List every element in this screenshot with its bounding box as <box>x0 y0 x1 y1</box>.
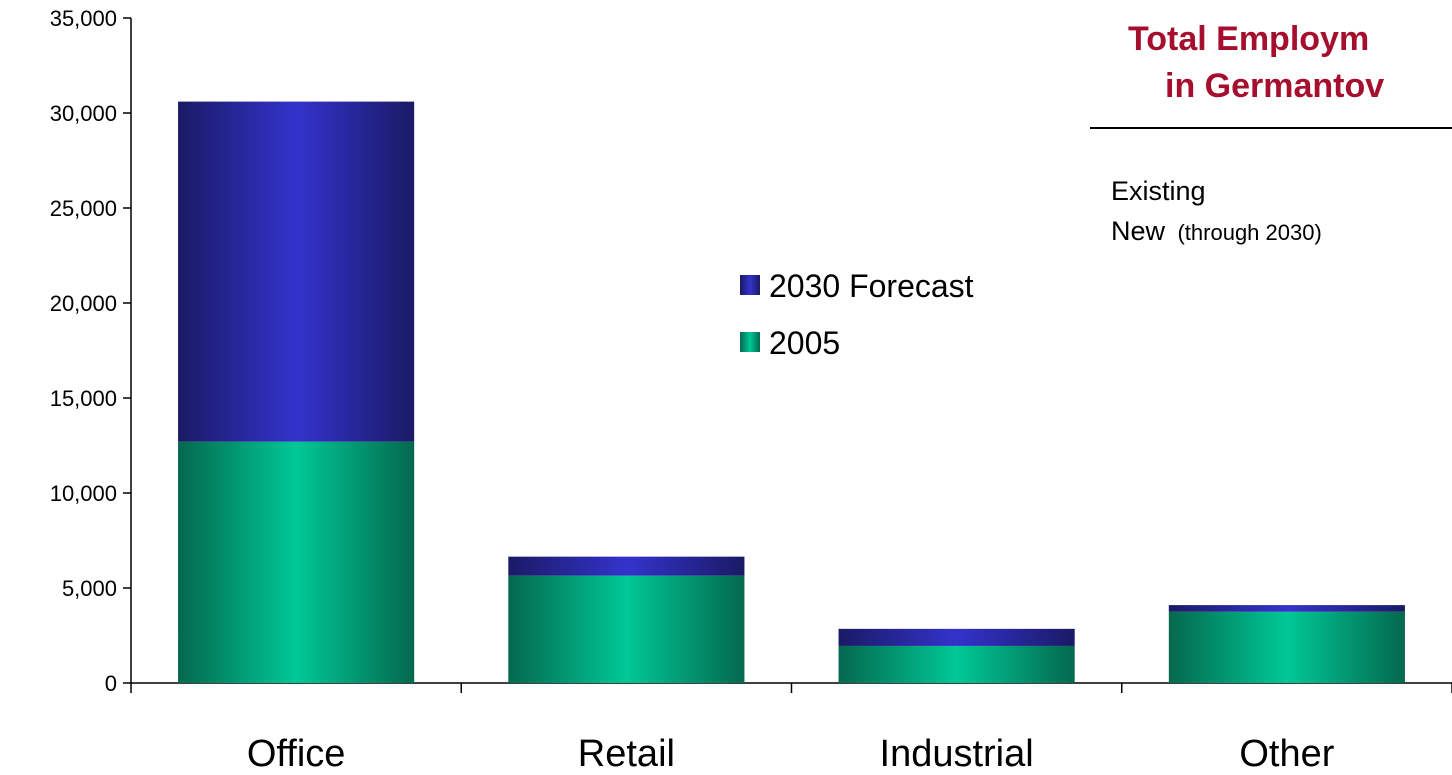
panel-row-new: New (through 2030) <box>1111 216 1322 246</box>
legend-label-forecast: 2030 Forecast <box>769 268 974 304</box>
panel-row-new-label: New <box>1111 216 1166 246</box>
y-tick-label: 30,000 <box>50 101 117 126</box>
legend-swatch-forecast <box>740 275 760 295</box>
panel-title-line2: in Germantov <box>1165 67 1384 105</box>
bar-office-2005 <box>178 441 415 683</box>
bar-office-2030-forecast <box>178 101 415 442</box>
bars-group <box>178 101 1405 683</box>
y-tick-label: 25,000 <box>50 196 117 221</box>
category-labels: Office Retail Industrial Other <box>247 733 1335 775</box>
x-category-label: Industrial <box>880 733 1034 775</box>
bar-industrial-2005 <box>838 645 1075 683</box>
x-axis <box>130 682 1452 693</box>
legend-label-2005: 2005 <box>769 325 840 361</box>
y-axis: 0 5,000 10,000 15,000 20,000 25,000 30,000 35,0… <box>50 6 132 696</box>
x-category-label: Retail <box>578 733 675 775</box>
bar-industrial-2030-forecast <box>838 628 1075 646</box>
y-tick-label: 10,000 <box>50 481 117 506</box>
x-category-label: Office <box>247 733 346 775</box>
x-category-label: Other <box>1239 733 1334 775</box>
legend: 2030 Forecast 2005 <box>740 268 974 361</box>
panel-title-line1: Total Employm <box>1128 20 1369 58</box>
legend-swatch-2005 <box>740 332 760 352</box>
panel-row-new-note: (through 2030) <box>1177 220 1321 245</box>
side-panel: Total Employm in Germantov Existing New … <box>1090 20 1452 246</box>
bar-retail-2030-forecast <box>508 556 745 576</box>
y-tick-label: 20,000 <box>50 291 117 316</box>
y-tick-label: 0 <box>105 671 117 696</box>
y-tick-label: 35,000 <box>50 6 117 31</box>
bar-other-2005 <box>1168 611 1405 683</box>
y-tick-label: 5,000 <box>62 576 117 601</box>
panel-row-existing: Existing <box>1111 176 1206 206</box>
y-tick-label: 15,000 <box>50 386 117 411</box>
bar-other-2030-forecast <box>1168 605 1405 612</box>
bar-retail-2005 <box>508 575 745 683</box>
